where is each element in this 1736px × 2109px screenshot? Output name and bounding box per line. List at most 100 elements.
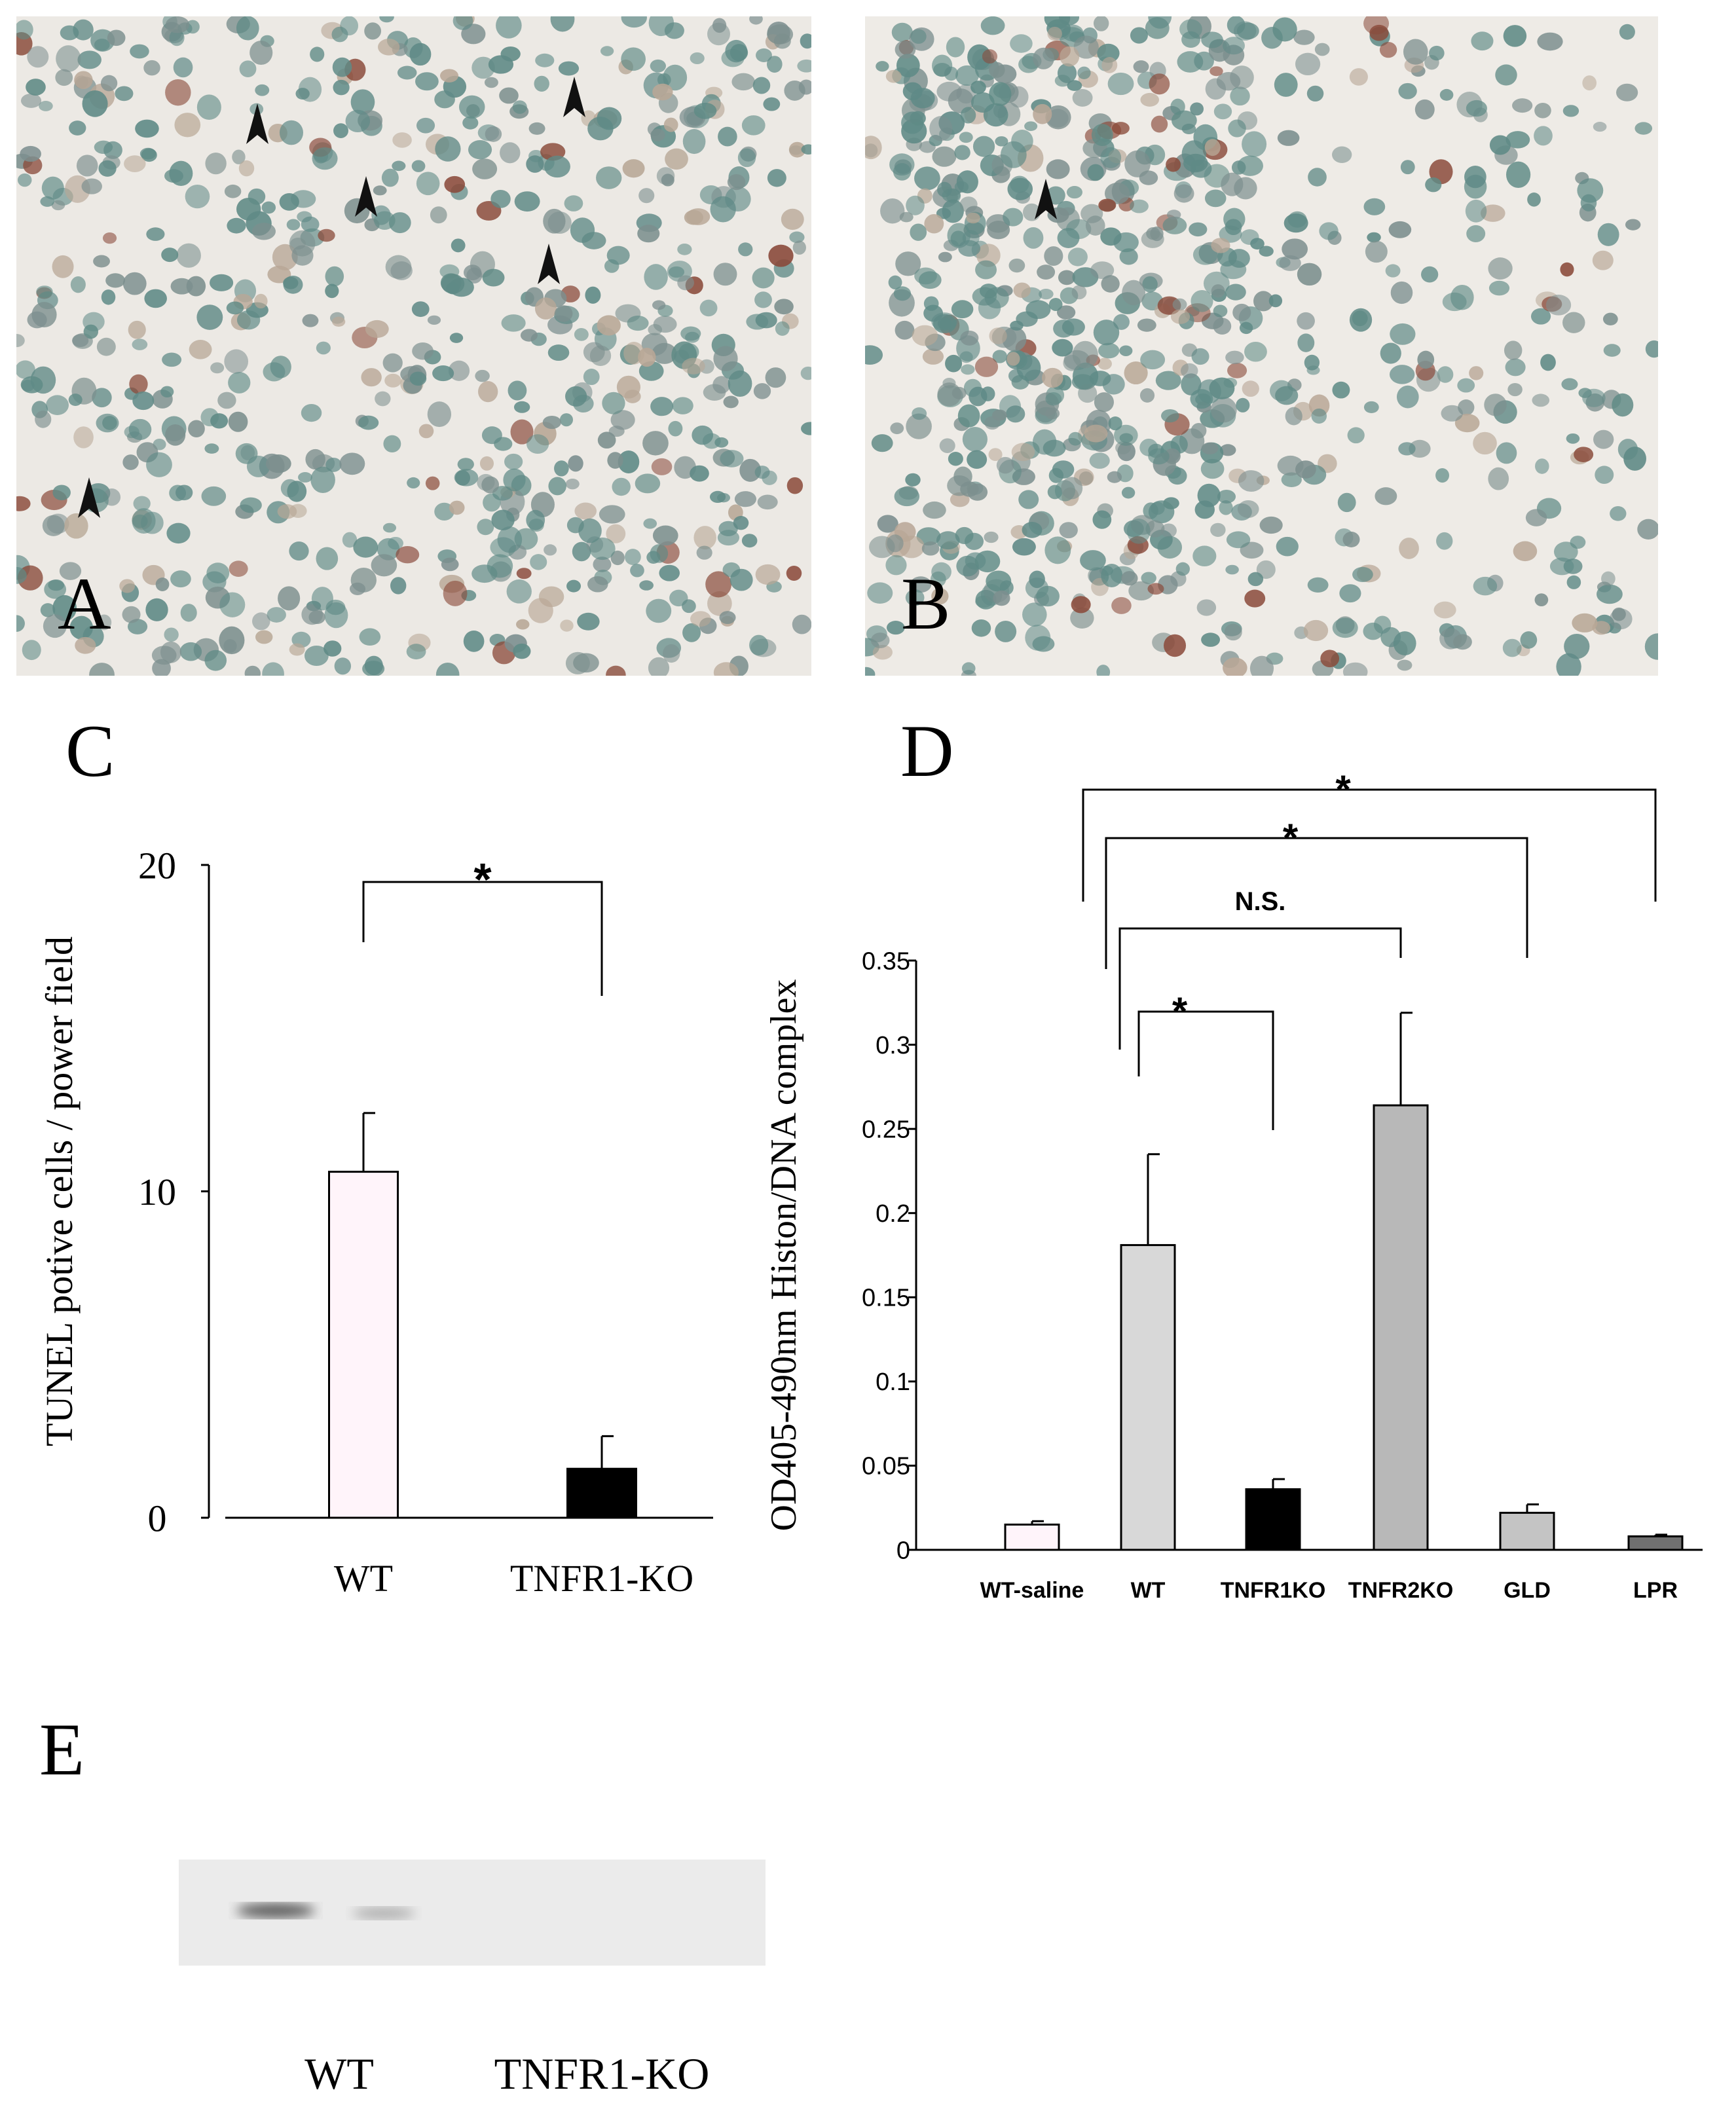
cell: [534, 297, 557, 320]
cell: [703, 384, 726, 401]
cell: [94, 140, 113, 154]
cell: [1535, 458, 1549, 474]
cell: [714, 437, 729, 448]
cell: [364, 655, 383, 676]
cell: [960, 107, 976, 124]
cell: [989, 82, 1012, 107]
cell: [308, 610, 325, 625]
cell: [644, 264, 668, 290]
cell: [995, 136, 1008, 147]
cell: [1352, 566, 1373, 583]
cell: [1047, 485, 1063, 500]
cell: [1011, 443, 1035, 462]
cell: [1507, 382, 1523, 397]
cell: [1196, 599, 1217, 616]
cell: [475, 369, 490, 382]
cell: [618, 450, 640, 473]
cell: [1080, 550, 1106, 571]
x-tick-label: TNFR2KO: [1348, 1578, 1454, 1603]
cell: [160, 386, 174, 398]
cell: [226, 301, 244, 315]
cell: [910, 223, 927, 241]
cell: [1409, 439, 1431, 458]
cell: [1000, 141, 1027, 168]
cell: [289, 643, 305, 656]
cell: [1453, 634, 1472, 650]
cell: [961, 364, 975, 375]
cell: [1166, 210, 1181, 220]
cell: [1211, 238, 1230, 253]
cell: [130, 44, 149, 59]
cell: [755, 312, 777, 329]
cell: [1210, 66, 1223, 77]
cell: [945, 354, 963, 373]
cell: [1012, 538, 1036, 556]
cell: [96, 337, 116, 356]
cell: [731, 73, 755, 91]
cell: [122, 272, 147, 295]
cell: [224, 349, 249, 374]
cell: [1332, 381, 1350, 399]
cell: [718, 126, 737, 147]
cell: [1219, 444, 1236, 456]
cell: [249, 40, 273, 65]
cell: [593, 557, 612, 572]
cell: [606, 524, 626, 543]
cell: [1048, 297, 1063, 311]
cell: [331, 26, 348, 43]
cell: [397, 65, 417, 80]
cell: [1421, 266, 1439, 283]
blot-lane-label: WT: [305, 2049, 374, 2099]
bar: [1627, 1535, 1684, 1551]
cell: [1071, 596, 1091, 614]
cell: [887, 534, 904, 553]
cell: [800, 366, 811, 380]
cell: [902, 82, 923, 101]
x-tick-label: WT: [334, 1557, 393, 1600]
cell: [418, 424, 434, 439]
cell: [289, 230, 316, 257]
cell: [1513, 541, 1538, 562]
cell: [1052, 460, 1075, 479]
cell: [1108, 416, 1122, 431]
cell: [365, 320, 389, 339]
cell: [481, 476, 500, 494]
cell: [716, 492, 730, 503]
blot-band: [352, 1907, 415, 1919]
cell: [993, 590, 1010, 606]
cell: [959, 351, 973, 363]
cell: [75, 636, 96, 654]
y-axis-label: TUNEL potive cells / power field: [38, 936, 81, 1446]
cell: [801, 144, 811, 155]
cell: [468, 139, 492, 160]
cell: [255, 84, 270, 96]
cell: [388, 536, 403, 550]
cell: [82, 90, 108, 117]
cell: [597, 431, 616, 449]
cell: [102, 416, 117, 430]
cell: [690, 611, 711, 627]
cell: [1107, 72, 1134, 96]
cell: [289, 504, 307, 518]
cell: [1363, 401, 1379, 413]
cell: [1441, 405, 1463, 422]
cell: [1342, 531, 1360, 547]
cell: [652, 525, 678, 546]
cell: [52, 485, 71, 501]
cell: [496, 16, 522, 39]
cell: [962, 426, 988, 452]
cell: [22, 640, 41, 661]
cell: [610, 410, 635, 430]
cell: [635, 473, 661, 494]
cell: [643, 518, 657, 529]
cell: [1114, 424, 1138, 446]
cell: [302, 314, 319, 327]
cell: [713, 662, 739, 676]
cell: [1155, 371, 1181, 390]
cell: [1396, 385, 1419, 409]
cell: [189, 339, 212, 359]
cell: [1139, 388, 1155, 403]
cell: [890, 422, 904, 435]
cell: [27, 46, 49, 68]
cell: [1645, 340, 1658, 358]
